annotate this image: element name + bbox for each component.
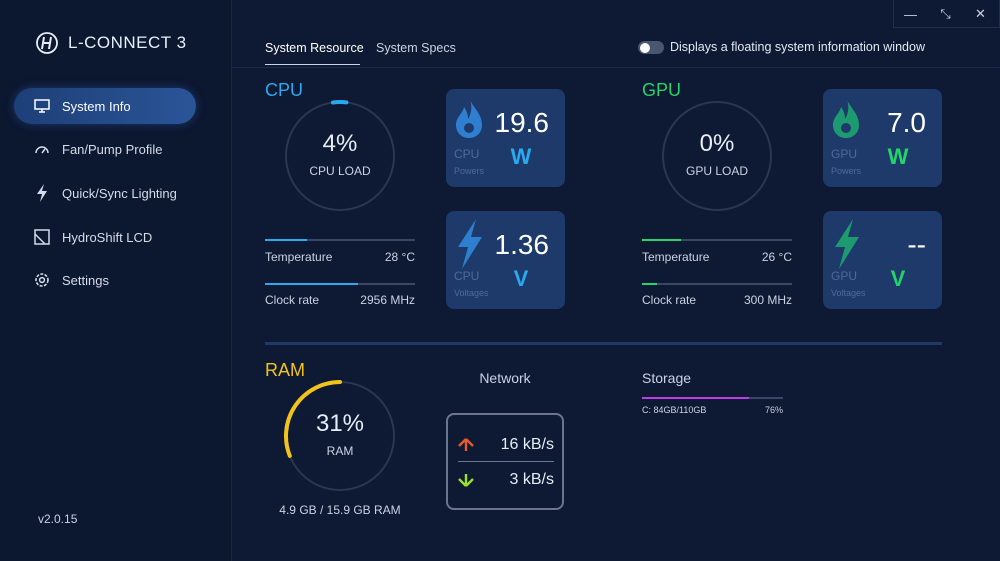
cpu-load-gauge xyxy=(285,100,395,211)
lightning-bolt-icon xyxy=(835,219,859,269)
network-upload-row: 16 kB/s xyxy=(458,434,554,456)
sidebar-item-label: System Info xyxy=(62,98,131,114)
network-separator xyxy=(458,461,554,462)
cpu-temp-label: Temperature xyxy=(265,250,333,264)
app-version: v2.0.15 xyxy=(38,512,78,526)
restore-button[interactable]: ⤡ xyxy=(940,6,951,21)
ram-section-title: RAM xyxy=(265,360,305,380)
cpu-power-value: 19.6 xyxy=(494,107,550,138)
sidebar-item-quick-sync-lighting[interactable]: Quick/Sync Lighting xyxy=(14,175,196,211)
flame-icon xyxy=(456,99,482,138)
gpu-power-value: 7.0 xyxy=(887,107,926,138)
storage-title: Storage xyxy=(642,370,692,386)
network-upload-value: 16 kB/s xyxy=(500,436,554,453)
gpu-clock-label: Clock rate xyxy=(642,293,697,307)
tab-system-specs[interactable]: System Specs xyxy=(376,41,456,55)
cpu-temp-bar-fill xyxy=(265,239,307,241)
ram-load-label: RAM xyxy=(326,444,354,458)
cpu-voltage-value: 1.36 xyxy=(494,229,550,260)
gpu-temp-label: Temperature xyxy=(642,250,710,264)
gpu-voltage-value: -- xyxy=(907,229,926,260)
gauge-fill xyxy=(284,380,342,458)
gpu-temp-value: 26 °C xyxy=(761,250,792,264)
cpu-voltage-unit: V xyxy=(513,266,529,291)
network-box: 16 kB/s 3 kB/s xyxy=(446,413,564,510)
floating-window-toggle-label: Displays a floating system information w… xyxy=(670,40,925,54)
cpu-section-title: CPU xyxy=(265,80,304,100)
lightning-icon xyxy=(34,184,50,202)
app-logo: L-CONNECT 3 xyxy=(36,32,187,54)
sidebar-item-label: Quick/Sync Lighting xyxy=(62,185,177,201)
network-download-value: 3 kB/s xyxy=(509,471,554,488)
gpu-temp-bar xyxy=(642,239,792,241)
close-button[interactable]: ✕ xyxy=(975,6,986,21)
gpu-load-gauge xyxy=(662,101,772,211)
gpu-clock-bar-fill xyxy=(642,283,657,285)
lianli-logo-icon xyxy=(36,32,58,54)
lcd-icon xyxy=(34,229,50,245)
sidebar-item-label: HydroShift LCD xyxy=(62,229,153,245)
gpu-power-card: 7.0 GPU W Powers xyxy=(823,89,942,187)
gpu-section-title: GPU xyxy=(642,80,682,100)
arrow-up-icon xyxy=(458,438,474,451)
cpu-clock-bar-fill xyxy=(265,283,358,285)
cpu-power-card: 19.6 CPU W Powers xyxy=(446,89,565,187)
gauge-track xyxy=(662,101,772,211)
ram-load-gauge xyxy=(284,380,395,491)
cpu-temp-value: 28 °C xyxy=(384,250,415,264)
sidebar-item-settings[interactable]: Settings xyxy=(14,262,196,298)
active-tab-underline xyxy=(265,64,360,65)
app-name: L-CONNECT 3 xyxy=(68,33,187,52)
toggle-knob xyxy=(640,42,650,53)
storage-drive-bar xyxy=(642,397,783,399)
minimize-button[interactable]: — xyxy=(904,6,917,22)
header-divider xyxy=(232,67,1000,68)
sidebar-item-hydroshift-lcd[interactable]: HydroShift LCD xyxy=(14,219,196,255)
sidebar-item-label: Fan/Pump Profile xyxy=(62,141,163,157)
gpu-power-card-sub: Powers xyxy=(831,166,862,176)
gpu-clock-bar xyxy=(642,283,792,285)
gauge-icon xyxy=(34,141,50,157)
storage-drive-label: C: 84GB/110GB xyxy=(642,405,707,415)
arrow-down-icon xyxy=(458,474,474,487)
lightning-bolt-icon xyxy=(458,219,482,269)
cpu-voltage-card-sub: Voltages xyxy=(454,288,489,298)
cpu-power-card-name: CPU xyxy=(454,147,480,161)
gpu-voltage-card: -- GPU V Voltages xyxy=(823,211,942,309)
sidebar-item-label: Settings xyxy=(62,272,109,288)
cpu-load-label: CPU LOAD xyxy=(309,164,371,178)
gear-icon xyxy=(34,272,50,288)
gpu-power-card-name: GPU xyxy=(831,147,858,161)
gpu-voltage-unit: V xyxy=(890,266,906,291)
gpu-voltage-card-name: GPU xyxy=(831,269,858,283)
gpu-load-value: 0% xyxy=(699,130,735,157)
sidebar-item-fan-pump-profile[interactable]: Fan/Pump Profile xyxy=(14,131,196,167)
cpu-voltage-card-name: CPU xyxy=(454,269,480,283)
cpu-power-card-sub: Powers xyxy=(454,166,485,176)
section-divider xyxy=(265,342,942,345)
window-controls-row: — ⤡ ✕ xyxy=(893,0,998,28)
gpu-clock-value: 300 MHz xyxy=(743,293,792,307)
cpu-voltage-card: 1.36 CPU V Voltages xyxy=(446,211,565,309)
cpu-power-unit: W xyxy=(510,144,532,169)
cpu-load-value: 4% xyxy=(322,130,358,157)
gpu-temp-bar-fill xyxy=(642,239,681,241)
storage-drive-bar-fill xyxy=(642,397,750,399)
sidebar-item-system-info[interactable]: System Info xyxy=(14,88,196,124)
network-title: Network xyxy=(479,370,531,386)
gpu-voltage-card-sub: Voltages xyxy=(831,288,866,298)
cpu-temp-bar xyxy=(265,239,415,241)
monitor-icon xyxy=(34,98,50,114)
gpu-load-label: GPU LOAD xyxy=(685,164,748,178)
tab-system-resource[interactable]: System Resource xyxy=(265,41,364,55)
ram-usage: 4.9 GB / 15.9 GB RAM xyxy=(279,503,401,517)
storage-drive-percent: 76% xyxy=(764,405,783,415)
cpu-clock-label: Clock rate xyxy=(265,293,320,307)
flame-icon xyxy=(833,99,859,138)
cpu-clock-value: 2956 MHz xyxy=(360,293,415,307)
gpu-power-unit: W xyxy=(887,144,909,169)
cpu-clock-bar xyxy=(265,283,415,285)
ram-load-value: 31% xyxy=(315,410,365,437)
network-download-row: 3 kB/s xyxy=(458,469,554,491)
